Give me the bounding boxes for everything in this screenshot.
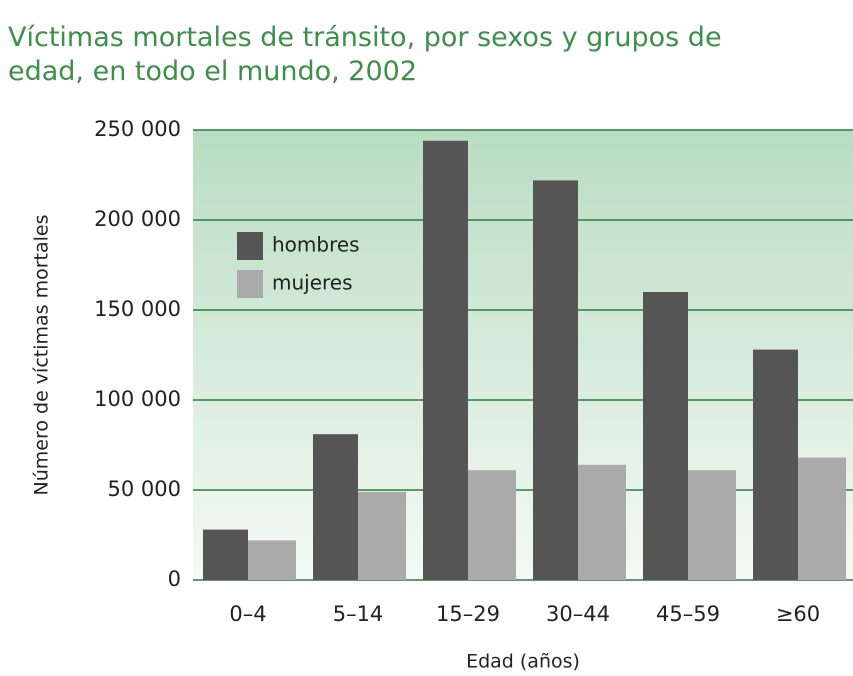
x-tick-label: ≥60 [776,602,820,626]
bar [248,540,296,580]
x-tick-label: 15–29 [436,602,500,626]
bar [688,470,736,580]
bar [423,140,468,581]
y-tick-label: 100 000 [94,387,181,411]
x-tick-label: 30–44 [546,602,610,626]
bar [578,464,626,580]
bar [313,434,358,580]
bar [203,529,248,580]
chart-title: edad, en todo el mundo, 2002 [8,56,417,87]
y-tick-label: 150 000 [94,297,181,321]
x-tick-label: 5–14 [333,602,384,626]
bar [753,349,798,580]
y-tick-label: 200 000 [94,207,181,231]
bar [643,292,688,580]
x-tick-label: 0–4 [229,602,266,626]
legend-swatch [237,270,263,298]
plot-area [193,130,853,580]
x-axis-label: Edad (años) [466,651,580,673]
legend-swatch [237,232,263,260]
y-tick-label: 250 000 [94,117,181,141]
legend-label: hombres [272,233,360,257]
y-tick-label: 50 000 [108,477,181,501]
bar [533,180,578,580]
y-tick-label: 0 [168,567,181,591]
bar [358,491,406,580]
bar [798,457,846,580]
chart-title: Víctimas mortales de tránsito, por sexos… [8,22,722,53]
legend-label: mujeres [272,271,353,295]
x-tick-label: 45–59 [656,602,720,626]
y-axis-label: Número de víctimas mortales [31,215,53,496]
bar [468,470,516,580]
